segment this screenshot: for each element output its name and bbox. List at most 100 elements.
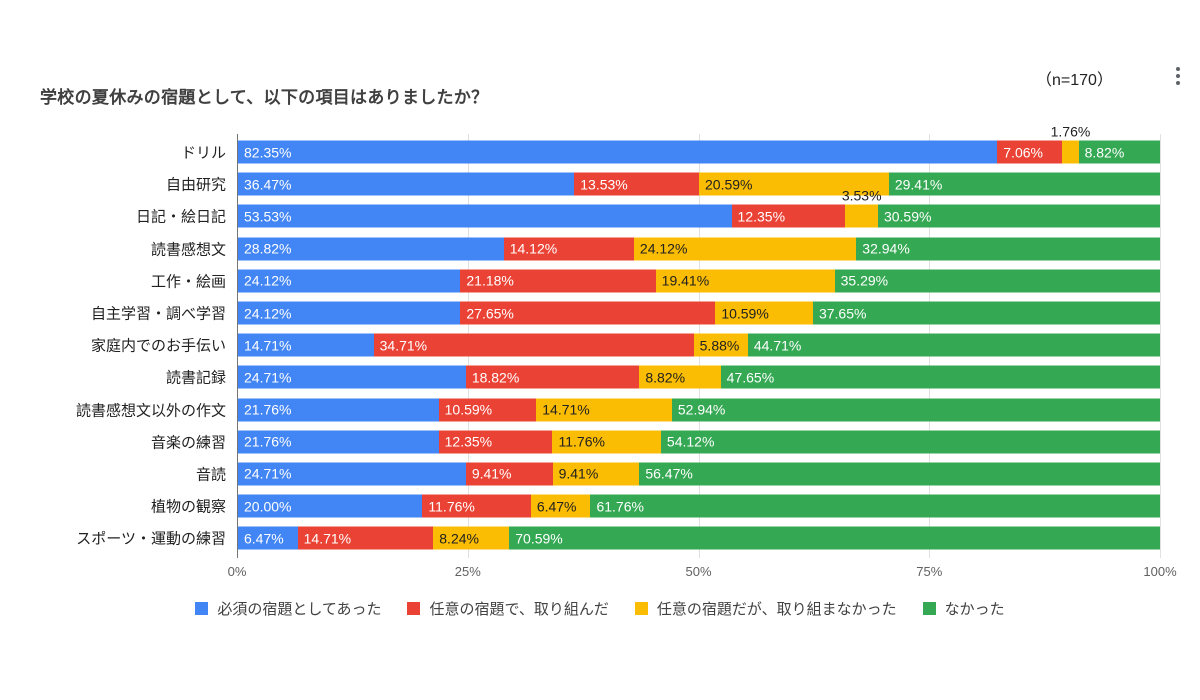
bar-segment[interactable]: 21.76% [238, 398, 439, 422]
segment-value-label: 11.76% [558, 433, 605, 450]
bar-segment[interactable]: 1.76% [1051, 124, 1090, 164]
bar-segment[interactable]: 35.29% [834, 269, 1160, 293]
bar-segment[interactable]: 9.41% [465, 462, 553, 486]
category-label: 読書感想文以外の作文 [75, 402, 226, 420]
bar-segment[interactable]: 6.47% [530, 494, 591, 518]
chart-row: 自主学習・調べ学習 24.12% 27.65% 10.59% 37.65% [0, 297, 1200, 329]
bar-segment[interactable]: 21.76% [238, 430, 439, 454]
bar-segment[interactable]: 30.59% [877, 204, 1160, 228]
bar-segment[interactable]: 14.12% [503, 237, 634, 261]
category-label: 読書記録 [165, 369, 226, 387]
bar-segment[interactable]: 7.06% [997, 140, 1063, 164]
kebab-dot [1176, 67, 1180, 71]
bar-segment[interactable]: 61.76% [590, 494, 1160, 518]
bar-segment[interactable]: 11.76% [422, 494, 531, 518]
bar-segment[interactable]: 18.82% [465, 365, 640, 389]
segment-value-label: 61.76% [596, 498, 644, 515]
bar-segment[interactable]: 14.71% [536, 398, 672, 422]
bar-track: 24.12% 27.65% 10.59% 37.65% [238, 301, 1161, 325]
bar-segment[interactable]: 19.41% [655, 269, 835, 293]
legend-swatch-icon [407, 601, 421, 615]
kebab-dot [1176, 74, 1180, 78]
segment-value-label: 54.12% [666, 433, 715, 450]
segment-value-label: 14.71% [244, 337, 292, 354]
bar-segment[interactable]: 54.12% [660, 430, 1160, 454]
bar-segment[interactable]: 24.71% [238, 365, 466, 389]
bar-segment[interactable]: 11.76% [552, 430, 661, 454]
bar-segment[interactable]: 20.59% [699, 172, 889, 196]
bar-segment[interactable]: 8.82% [639, 365, 721, 389]
bar-segment[interactable]: 56.47% [639, 462, 1160, 486]
bar-segment[interactable]: 36.47% [238, 172, 575, 196]
bar-segment[interactable]: 10.59% [715, 301, 813, 325]
category-label: スポーツ・運動の練習 [76, 530, 226, 548]
bar-segment[interactable]: 47.65% [720, 365, 1160, 389]
bar-segment[interactable]: 21.18% [460, 269, 656, 293]
segment-value-label: 24.12% [639, 240, 688, 257]
bar-segment[interactable]: 52.94% [671, 398, 1160, 422]
legend-label: 任意の宿題だが、取り組まなかった [656, 600, 897, 618]
bar-segment[interactable]: 10.59% [438, 398, 537, 422]
segment-value-label: 8.82% [645, 369, 686, 386]
segment-value-label: 53.53% [244, 208, 292, 225]
bar-segment[interactable]: 8.82% [1078, 140, 1160, 164]
bar-segment[interactable]: 24.71% [238, 462, 466, 486]
segment-value-label: 14.71% [303, 530, 352, 547]
bar-segment[interactable]: 3.53% [842, 188, 882, 228]
bar-segment[interactable]: 13.53% [574, 172, 699, 196]
segment-value-label: 20.00% [244, 498, 292, 515]
category-label: ドリル [180, 144, 226, 162]
bar-segment[interactable]: 24.12% [238, 269, 461, 293]
bar-track: 6.47% 14.71% 8.24% 70.59% [238, 526, 1161, 550]
x-axis-tick-label: 0% [227, 564, 247, 579]
segment-value-label: 29.41% [894, 176, 943, 193]
legend-label: 任意の宿題で、取り組んだ [429, 600, 609, 618]
segment-value-label: 20.59% [705, 176, 753, 193]
bar-segment[interactable]: 28.82% [238, 237, 504, 261]
bar-segment[interactable]: 24.12% [633, 237, 857, 261]
segment-value-label: 35.29% [840, 272, 889, 289]
bar-track: 21.76% 12.35% 11.76% 54.12% [238, 430, 1160, 454]
segment-value-label: 19.41% [661, 272, 710, 289]
gridline [1160, 134, 1161, 558]
segment-value-label: 3.53% [841, 187, 882, 204]
bar-segment[interactable]: 5.88% [693, 333, 748, 357]
bar-track: 14.71% 34.71% 5.88% 44.71% [238, 333, 1161, 357]
segment-value-label: 21.76% [244, 433, 292, 450]
bar-segment[interactable]: 8.24% [433, 526, 510, 550]
x-axis-tick-label: 25% [454, 564, 481, 579]
bar-track: 24.71% 18.82% 8.82% 47.65% [238, 365, 1160, 389]
bar-segment[interactable]: 37.65% [812, 301, 1161, 325]
chart-row: 自由研究 36.47% 13.53% 20.59% 29.41% [0, 168, 1200, 200]
bar-segment[interactable]: 27.65% [460, 301, 716, 325]
segment-value-label: 12.35% [444, 433, 493, 450]
bar-segment[interactable]: 29.41% [888, 172, 1160, 196]
bar-segment[interactable]: 14.71% [238, 333, 374, 357]
segment-value-label: 30.59% [883, 208, 932, 225]
bar-segment[interactable]: 32.94% [856, 237, 1160, 261]
legend-item: 任意の宿題で、取り組んだ [407, 598, 609, 619]
bar-segment[interactable]: 70.59% [509, 526, 1161, 550]
chart-title: 学校の夏休みの宿題として、以下の項目はありましたか？ [40, 88, 489, 107]
segment-value-label: 21.18% [466, 272, 514, 289]
bar-segment[interactable]: 82.35% [238, 140, 998, 164]
bar-segment[interactable]: 53.53% [238, 204, 732, 228]
bar-segment[interactable]: 34.71% [373, 333, 694, 357]
segment-value-label: 11.76% [428, 498, 475, 515]
bar-segment[interactable]: 44.71% [747, 333, 1161, 357]
legend-swatch-icon [922, 601, 936, 615]
bar-segment[interactable]: 20.00% [238, 494, 423, 518]
segment-value-label: 18.82% [471, 369, 520, 386]
bar-segment[interactable]: 12.35% [731, 204, 846, 228]
segment-value-label: 6.47% [536, 498, 577, 515]
x-axis-tick-label: 100% [1143, 564, 1177, 579]
bar-segment[interactable]: 9.41% [552, 462, 640, 486]
segment-value-label: 56.47% [645, 465, 693, 482]
x-axis-tick-label: 75% [916, 564, 943, 579]
bar-segment[interactable]: 14.71% [297, 526, 434, 550]
segment-value-label: 24.12% [244, 305, 292, 322]
bar-segment[interactable]: 6.47% [238, 526, 298, 550]
bar-segment[interactable]: 12.35% [438, 430, 553, 454]
bar-segment[interactable]: 24.12% [238, 301, 461, 325]
kebab-menu-icon[interactable] [1168, 62, 1188, 90]
